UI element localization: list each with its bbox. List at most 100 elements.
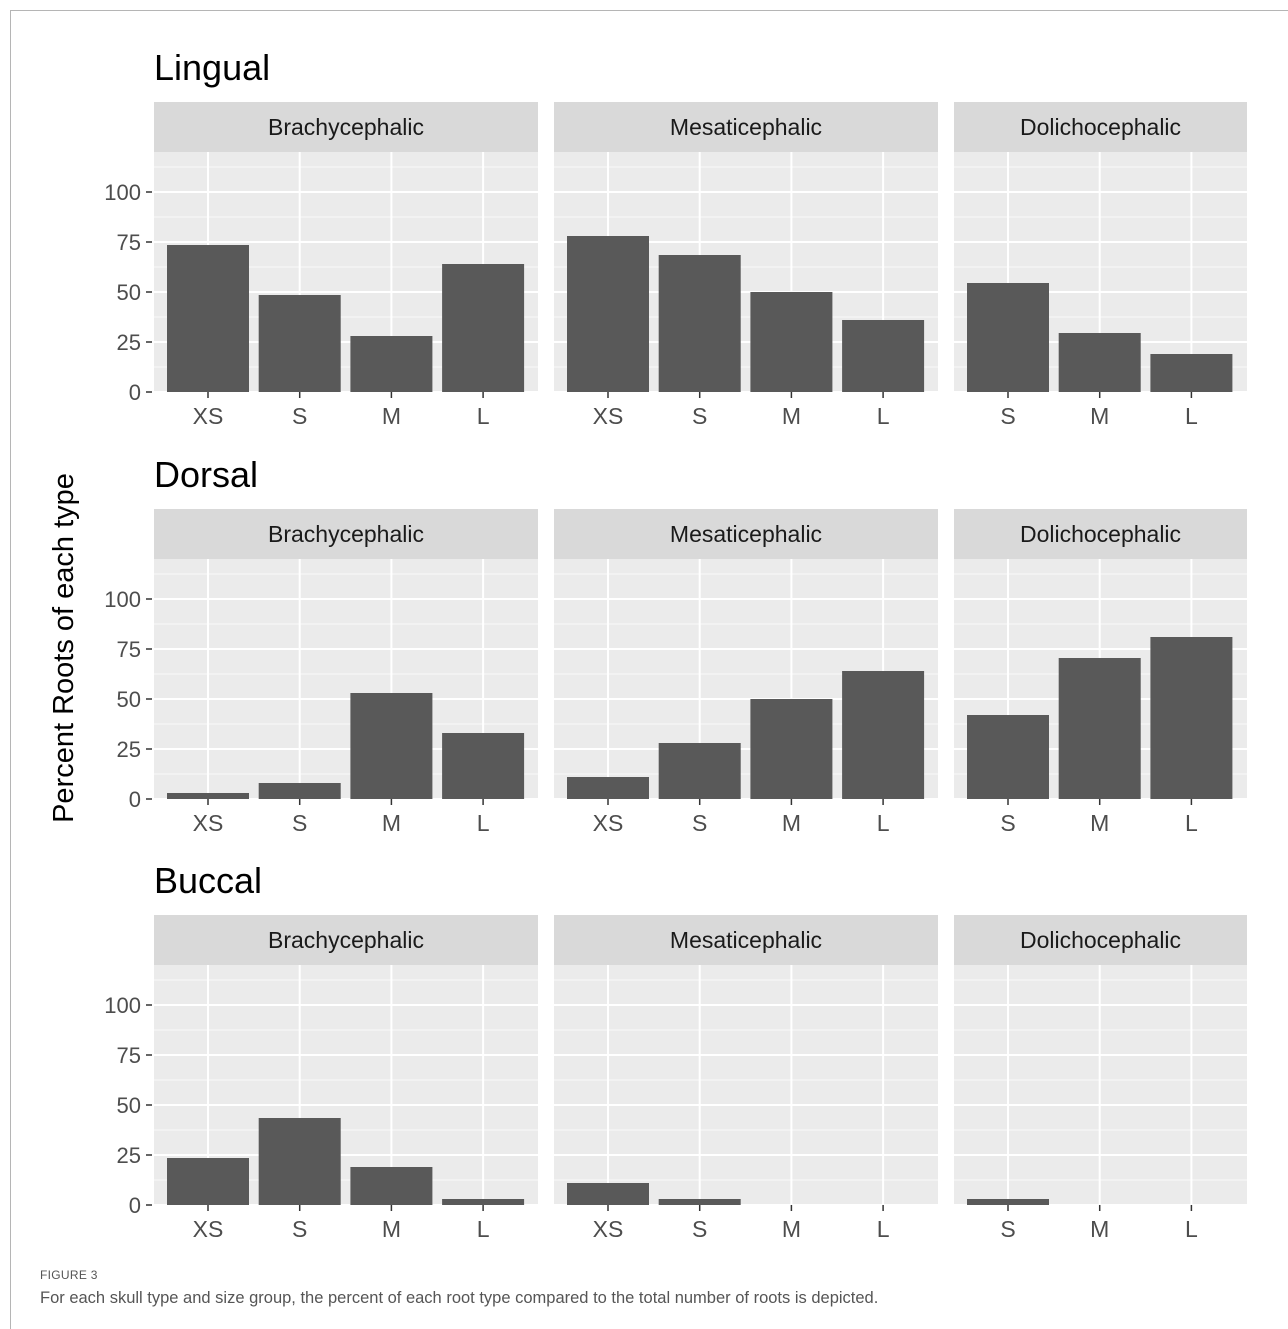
facet-label: Brachycephalic [268, 927, 424, 953]
bar-buccal-mesaticephalic-s [658, 1199, 741, 1205]
bar-lingual-mesaticephalic-s [658, 255, 741, 392]
bar-lingual-brachycephalic-l [442, 264, 525, 392]
y-tick-label: 0 [129, 380, 141, 405]
y-tick-label: 25 [117, 737, 141, 762]
bar-dorsal-mesaticephalic-xs [567, 777, 649, 799]
facet-label: Dolichocephalic [1020, 927, 1181, 953]
x-tick-label: S [1000, 1216, 1015, 1242]
x-tick-label: XS [593, 403, 624, 429]
bar-dorsal-brachycephalic-xs [167, 793, 249, 799]
bar-buccal-brachycephalic-s [258, 1118, 341, 1205]
x-tick-label: S [1000, 403, 1015, 429]
faceted-bar-chart: Percent Roots of each type Lingual 0 25 50 75… [48, 47, 1247, 1242]
facet-label: Mesaticephalic [670, 521, 822, 547]
facet-strip [554, 102, 938, 152]
y-tick-label: 75 [117, 1043, 141, 1068]
y-tick-label: 0 [129, 787, 141, 812]
bar-dorsal-dolichocephalic-l [1150, 637, 1233, 799]
bar-buccal-dolichocephalic-s [967, 1199, 1049, 1205]
facet-strip [154, 102, 538, 152]
facet-strip [154, 915, 538, 965]
x-tick-label: M [782, 403, 801, 429]
y-tick-label: 100 [104, 180, 141, 205]
facet-strip [954, 102, 1247, 152]
x-tick-label: M [782, 810, 801, 836]
bar-dorsal-brachycephalic-s [258, 783, 341, 799]
x-tick-label: L [477, 810, 490, 836]
figure-frame [10, 10, 1288, 1329]
bar-dorsal-brachycephalic-m [350, 693, 433, 799]
facet-label: Mesaticephalic [670, 114, 822, 140]
x-tick-label: S [692, 810, 707, 836]
x-tick-label: M [1090, 403, 1109, 429]
bar-lingual-brachycephalic-xs [167, 245, 249, 392]
row-title-dorsal: Dorsal [154, 454, 258, 495]
x-tick-label: XS [193, 810, 224, 836]
y-tick-label: 100 [104, 993, 141, 1018]
y-tick-label: 25 [117, 330, 141, 355]
y-tick-label: 75 [117, 637, 141, 662]
bar-lingual-dolichocephalic-m [1058, 333, 1141, 392]
bar-dorsal-brachycephalic-l [442, 733, 525, 799]
x-tick-label: S [692, 1216, 707, 1242]
x-tick-label: XS [193, 403, 224, 429]
bar-buccal-brachycephalic-l [442, 1199, 525, 1205]
facet-strip [154, 509, 538, 559]
y-tick-label: 50 [117, 1093, 141, 1118]
x-tick-label: L [877, 1216, 890, 1242]
bar-dorsal-dolichocephalic-s [967, 715, 1049, 799]
facet-label: Brachycephalic [268, 521, 424, 547]
facet-strip [954, 915, 1247, 965]
bar-dorsal-mesaticephalic-m [750, 699, 833, 799]
x-tick-label: M [382, 1216, 401, 1242]
figure-caption: For each skull type and size group, the … [40, 1289, 879, 1307]
x-tick-label: L [877, 403, 890, 429]
x-tick-label: M [382, 810, 401, 836]
facet-label: Dolichocephalic [1020, 521, 1181, 547]
x-tick-label: XS [193, 1216, 224, 1242]
y-tick-label: 50 [117, 280, 141, 305]
x-tick-label: M [382, 403, 401, 429]
bar-dorsal-dolichocephalic-m [1058, 658, 1141, 799]
facet-label: Brachycephalic [268, 114, 424, 140]
x-tick-label: L [1185, 810, 1198, 836]
bar-lingual-dolichocephalic-s [967, 283, 1049, 392]
bar-dorsal-mesaticephalic-l [842, 671, 925, 799]
figure-label: FIGURE 3 [40, 1268, 98, 1282]
bar-buccal-brachycephalic-m [350, 1167, 433, 1205]
x-tick-label: S [292, 403, 307, 429]
x-tick-label: S [292, 810, 307, 836]
bar-dorsal-mesaticephalic-s [658, 743, 741, 799]
bar-lingual-dolichocephalic-l [1150, 354, 1233, 392]
x-tick-label: S [1000, 810, 1015, 836]
x-tick-label: S [292, 1216, 307, 1242]
y-tick-label: 25 [117, 1143, 141, 1168]
facet-strip [554, 509, 938, 559]
x-tick-label: L [477, 1216, 490, 1242]
bar-lingual-brachycephalic-m [350, 336, 433, 392]
x-tick-label: M [1090, 810, 1109, 836]
x-tick-label: XS [593, 1216, 624, 1242]
x-tick-label: XS [593, 810, 624, 836]
x-tick-label: S [692, 403, 707, 429]
x-tick-label: L [1185, 403, 1198, 429]
facet-label: Dolichocephalic [1020, 114, 1181, 140]
facet-strip [554, 915, 938, 965]
x-tick-label: L [1185, 1216, 1198, 1242]
x-tick-label: L [877, 810, 890, 836]
y-tick-label: 75 [117, 230, 141, 255]
x-tick-label: M [782, 1216, 801, 1242]
y-tick-label: 50 [117, 687, 141, 712]
bar-buccal-brachycephalic-xs [167, 1158, 249, 1205]
bar-lingual-mesaticephalic-m [750, 292, 833, 392]
bar-buccal-mesaticephalic-xs [567, 1183, 649, 1205]
x-tick-label: M [1090, 1216, 1109, 1242]
facet-strip [954, 509, 1247, 559]
x-tick-label: L [477, 403, 490, 429]
y-tick-label: 100 [104, 587, 141, 612]
bar-lingual-mesaticephalic-l [842, 320, 925, 392]
bar-lingual-mesaticephalic-xs [567, 236, 649, 392]
facet-label: Mesaticephalic [670, 927, 822, 953]
bar-lingual-brachycephalic-s [258, 295, 341, 392]
row-title-lingual: Lingual [154, 47, 270, 88]
